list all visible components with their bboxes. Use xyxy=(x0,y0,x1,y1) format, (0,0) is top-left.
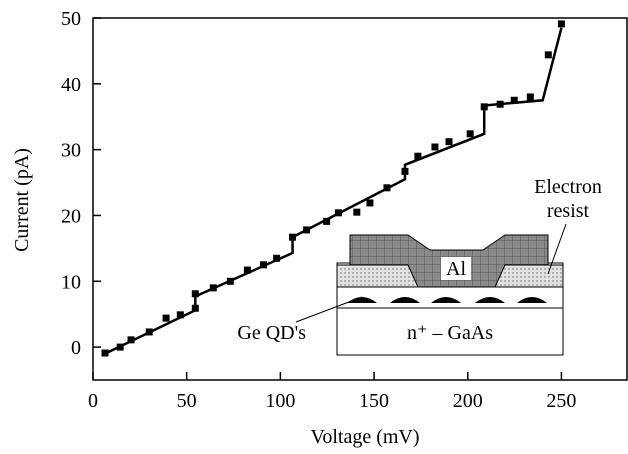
data-point xyxy=(466,130,474,138)
x-tick-label: 200 xyxy=(453,390,483,412)
fit-line xyxy=(101,27,563,357)
y-tick-label: 10 xyxy=(61,271,81,293)
leader-line xyxy=(295,296,363,323)
x-tick-label: 50 xyxy=(177,390,197,412)
data-point xyxy=(445,138,453,146)
quantum-dots xyxy=(347,297,547,303)
x-axis-label: Voltage (mV) xyxy=(310,426,419,448)
x-tick-label: 150 xyxy=(359,390,389,412)
leader-line xyxy=(547,223,567,275)
y-axis-label: Current (pA) xyxy=(11,148,33,252)
dots-label: Ge QD's xyxy=(237,322,306,344)
metal-label: Al xyxy=(446,258,466,280)
label-box xyxy=(441,257,471,280)
data-point xyxy=(162,314,170,322)
substrate-label: n⁺ – GaAs xyxy=(407,322,493,344)
data-point xyxy=(544,51,552,59)
resist-label: resist xyxy=(547,200,590,222)
x-tick-label: 100 xyxy=(265,390,295,412)
y-tick-label: 20 xyxy=(61,205,81,227)
data-point xyxy=(176,311,184,319)
x-tick-label: 250 xyxy=(546,390,576,412)
data-point xyxy=(526,93,534,101)
data-point xyxy=(353,208,361,216)
y-tick-label: 0 xyxy=(71,337,81,359)
x-tick-label: 0 xyxy=(88,390,98,412)
plot-frame xyxy=(92,17,628,381)
data-point xyxy=(431,143,439,151)
y-tick-label: 40 xyxy=(61,74,81,96)
resist-label: Electron xyxy=(534,176,602,198)
y-tick-label: 50 xyxy=(61,8,81,30)
data-point xyxy=(273,254,281,262)
inset-diagram: Al n⁺ – GaAs Ge QD's Electron resist xyxy=(237,176,602,356)
data-point xyxy=(323,217,331,225)
data-point xyxy=(366,199,374,207)
y-tick-label: 30 xyxy=(61,140,81,162)
data-point xyxy=(191,290,199,298)
data-point xyxy=(510,96,518,104)
data-point xyxy=(414,152,422,160)
data-point xyxy=(243,266,251,274)
data-point xyxy=(557,20,565,28)
